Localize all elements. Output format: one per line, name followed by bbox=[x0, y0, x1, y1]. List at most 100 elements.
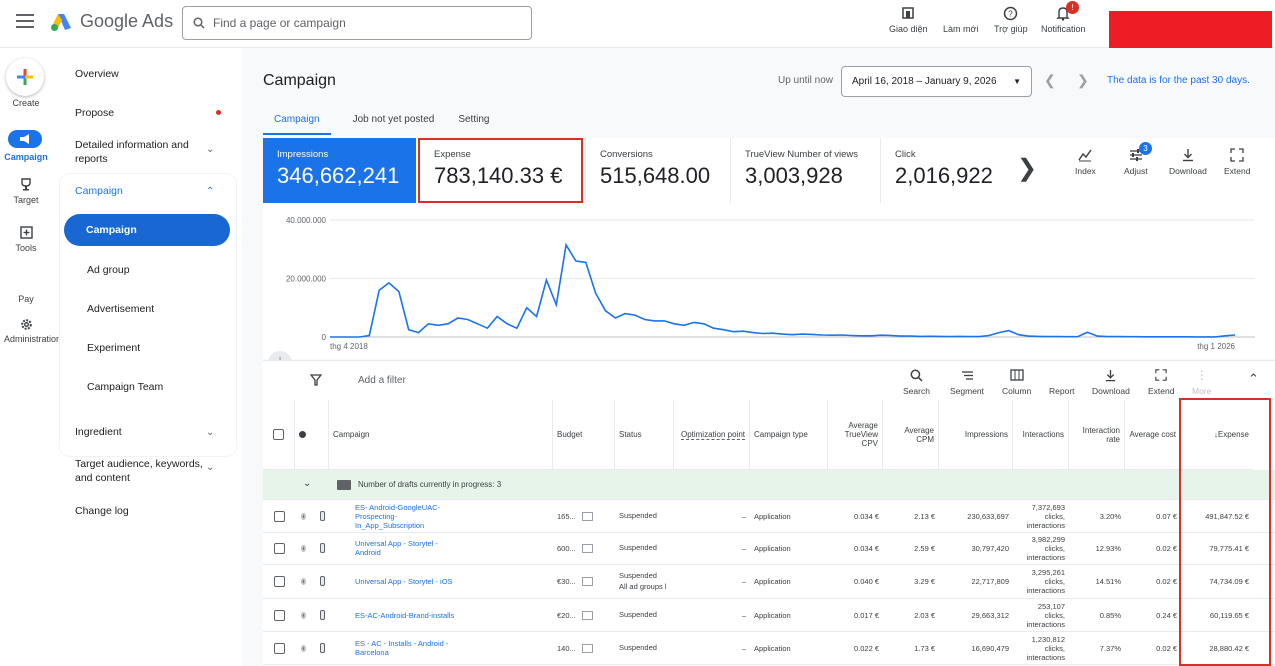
nav-experiment[interactable]: Experiment bbox=[87, 342, 141, 354]
campaign-rail-button[interactable] bbox=[8, 130, 42, 148]
date-range-picker[interactable]: April 16, 2018 – January 9, 2026 ▼ bbox=[841, 66, 1032, 97]
draft-row[interactable]: ⌄ Number of drafts currently in progress… bbox=[263, 470, 1275, 500]
row-status-cell[interactable] bbox=[295, 564, 329, 598]
nav-ad-group[interactable]: Ad group bbox=[87, 264, 130, 276]
checkbox[interactable] bbox=[273, 510, 285, 522]
next-period-icon[interactable]: ❯ bbox=[1077, 72, 1089, 88]
search-input[interactable]: Find a page or campaign bbox=[182, 6, 532, 40]
collapse-icon[interactable]: ⌃ bbox=[1248, 371, 1259, 386]
table-row[interactable]: ES-AC-Android-Brand-installs €20... Suspen… bbox=[263, 599, 1275, 632]
download-button[interactable]: Download bbox=[1169, 148, 1207, 176]
filter-icon[interactable] bbox=[310, 374, 322, 386]
more-button[interactable]: ⋮ More bbox=[1192, 369, 1211, 396]
tab-setting[interactable]: Setting bbox=[458, 114, 490, 125]
column-header-rate[interactable]: Interaction rate bbox=[1069, 400, 1125, 470]
campaign-name-cell[interactable]: Universal App - Storytel - iOS bbox=[329, 564, 553, 598]
google-ads-logo[interactable]: Google Ads bbox=[50, 11, 173, 32]
campaign-name-cell[interactable]: ES- Android-GoogleUAC-Prospecting-In_App… bbox=[329, 500, 553, 532]
extend-button[interactable]: Extend bbox=[1224, 148, 1250, 176]
row-checkbox-cell[interactable] bbox=[263, 532, 295, 564]
metric-card-impressions[interactable]: Impressions 346,662,241 bbox=[263, 138, 416, 203]
target-rail-button[interactable]: Target bbox=[0, 178, 52, 205]
nav-campaign-group[interactable]: Campaign bbox=[75, 185, 123, 197]
menu-icon[interactable] bbox=[16, 14, 34, 28]
nav-campaign-team[interactable]: Campaign Team bbox=[87, 381, 164, 393]
chart-thumbnail-icon[interactable] bbox=[581, 643, 593, 653]
nav-ingredient[interactable]: Ingredient bbox=[75, 426, 122, 438]
add-filter-button[interactable]: Add a filter bbox=[358, 375, 406, 386]
chart-thumbnail-icon[interactable] bbox=[581, 543, 593, 553]
metric-card-expense[interactable]: Expense 783,140.33 € bbox=[420, 138, 582, 203]
column-header-avg[interactable]: Average cost bbox=[1125, 400, 1181, 470]
checkbox[interactable] bbox=[273, 609, 285, 621]
chevron-down-icon[interactable]: ⌄ bbox=[206, 427, 215, 438]
select-all-checkbox[interactable] bbox=[263, 400, 295, 470]
chevron-down-icon[interactable]: ⌄ bbox=[206, 144, 215, 155]
refresh-button[interactable]: Làm mới bbox=[943, 6, 978, 34]
metric-card-trueview-views[interactable]: TrueView Number of views 3,003,928 bbox=[730, 138, 880, 203]
budget-cell[interactable]: €20... bbox=[553, 599, 615, 631]
chart-thumbnail-icon[interactable] bbox=[581, 511, 593, 521]
budget-cell[interactable]: 600... bbox=[553, 532, 615, 564]
checkbox[interactable] bbox=[273, 642, 285, 654]
tools-rail-button[interactable]: Tools bbox=[0, 226, 52, 253]
column-header-budget[interactable]: Budget bbox=[553, 400, 615, 470]
table-row[interactable]: Universal App - Storytel - iOS €30... Susp… bbox=[263, 564, 1275, 599]
appearance-button[interactable]: Giao diện bbox=[889, 6, 928, 34]
checkbox[interactable] bbox=[273, 575, 285, 587]
chevron-right-icon[interactable]: ❯ bbox=[1017, 155, 1038, 182]
column-header-exp[interactable]: ↓ Expense bbox=[1181, 400, 1253, 470]
campaign-link[interactable]: Universal App - Storytel - iOS bbox=[355, 576, 453, 586]
table-extend-button[interactable]: Extend bbox=[1148, 369, 1174, 396]
tab-campaign[interactable]: Campaign bbox=[263, 108, 331, 135]
adjust-button[interactable]: Adjust 3 bbox=[1124, 142, 1152, 176]
column-header-impr[interactable]: Impressions bbox=[939, 400, 1013, 470]
table-row[interactable]: Universal App - Storytel - Android 600...… bbox=[263, 532, 1275, 565]
campaign-name-cell[interactable]: ES - AC - Installs - Android - Barcelona bbox=[329, 632, 553, 664]
row-status-cell[interactable] bbox=[295, 500, 329, 532]
table-row[interactable]: ES- Android-GoogleUAC-Prospecting-In_App… bbox=[263, 500, 1275, 533]
segment-button[interactable]: Segment bbox=[950, 369, 984, 396]
table-download-button[interactable]: Download bbox=[1092, 369, 1130, 396]
campaign-name-cell[interactable]: Universal App - Storytel - Android bbox=[329, 532, 553, 564]
chevron-up-icon[interactable]: ⌃ bbox=[206, 186, 215, 197]
campaign-name-cell[interactable]: ES-AC-Android-Brand-installs bbox=[329, 599, 553, 631]
status-header[interactable] bbox=[295, 400, 329, 470]
column-button[interactable]: Column bbox=[1002, 369, 1031, 396]
column-header-inter[interactable]: Interactions bbox=[1013, 400, 1069, 470]
row-checkbox-cell[interactable] bbox=[263, 500, 295, 532]
row-checkbox-cell[interactable] bbox=[263, 564, 295, 598]
checkbox[interactable] bbox=[273, 429, 284, 440]
column-header-cpm[interactable]: Average CPM bbox=[883, 400, 939, 470]
pay-rail-button[interactable]: Pay bbox=[18, 294, 34, 304]
column-header-campaign[interactable]: Campaign bbox=[329, 400, 553, 470]
chevron-down-icon[interactable]: ⌄ bbox=[303, 478, 312, 489]
nav-detailed-reports[interactable]: Detailed information and reports bbox=[75, 139, 189, 165]
admin-rail-button[interactable]: Administration bbox=[0, 318, 61, 344]
nav-change-log[interactable]: Change log bbox=[75, 505, 129, 517]
nav-advertisement[interactable]: Advertisement bbox=[87, 303, 155, 315]
budget-cell[interactable]: €30... bbox=[553, 564, 615, 598]
campaign-link[interactable]: ES- Android-GoogleUAC-Prospecting-In_App… bbox=[355, 502, 441, 530]
chart-thumbnail-icon[interactable] bbox=[581, 576, 593, 586]
nav-overview[interactable]: Overview bbox=[75, 68, 119, 80]
campaign-link[interactable]: ES - AC - Installs - Android - Barcelona bbox=[355, 639, 449, 657]
notification-button[interactable]: Notification ! bbox=[1041, 1, 1086, 34]
metric-card-click[interactable]: Click 2,016,922 bbox=[880, 138, 1010, 203]
metric-card-conversions[interactable]: Conversions 515,648.00 bbox=[585, 138, 730, 203]
row-status-cell[interactable] bbox=[295, 532, 329, 564]
column-header-cpv[interactable]: Average TrueView CPV bbox=[828, 400, 883, 470]
column-header-status[interactable]: Status bbox=[615, 400, 674, 470]
create-button[interactable] bbox=[6, 58, 44, 96]
nav-campaign-active[interactable]: Campaign bbox=[64, 214, 230, 246]
prev-period-icon[interactable]: ❮ bbox=[1044, 72, 1056, 88]
column-header-opt[interactable]: Optimization point bbox=[674, 400, 750, 470]
table-row[interactable]: ES - AC - Installs - Android - Barcelona… bbox=[263, 632, 1275, 665]
row-checkbox-cell[interactable] bbox=[263, 599, 295, 631]
campaign-link[interactable]: Universal App - Storytel - Android bbox=[355, 539, 438, 557]
nav-audience[interactable]: Target audience, keywords, and content bbox=[75, 458, 203, 484]
nav-propose[interactable]: Propose bbox=[75, 107, 115, 119]
budget-cell[interactable]: 140... bbox=[553, 632, 615, 664]
chart-thumbnail-icon[interactable] bbox=[581, 610, 593, 620]
row-status-cell[interactable] bbox=[295, 632, 329, 664]
